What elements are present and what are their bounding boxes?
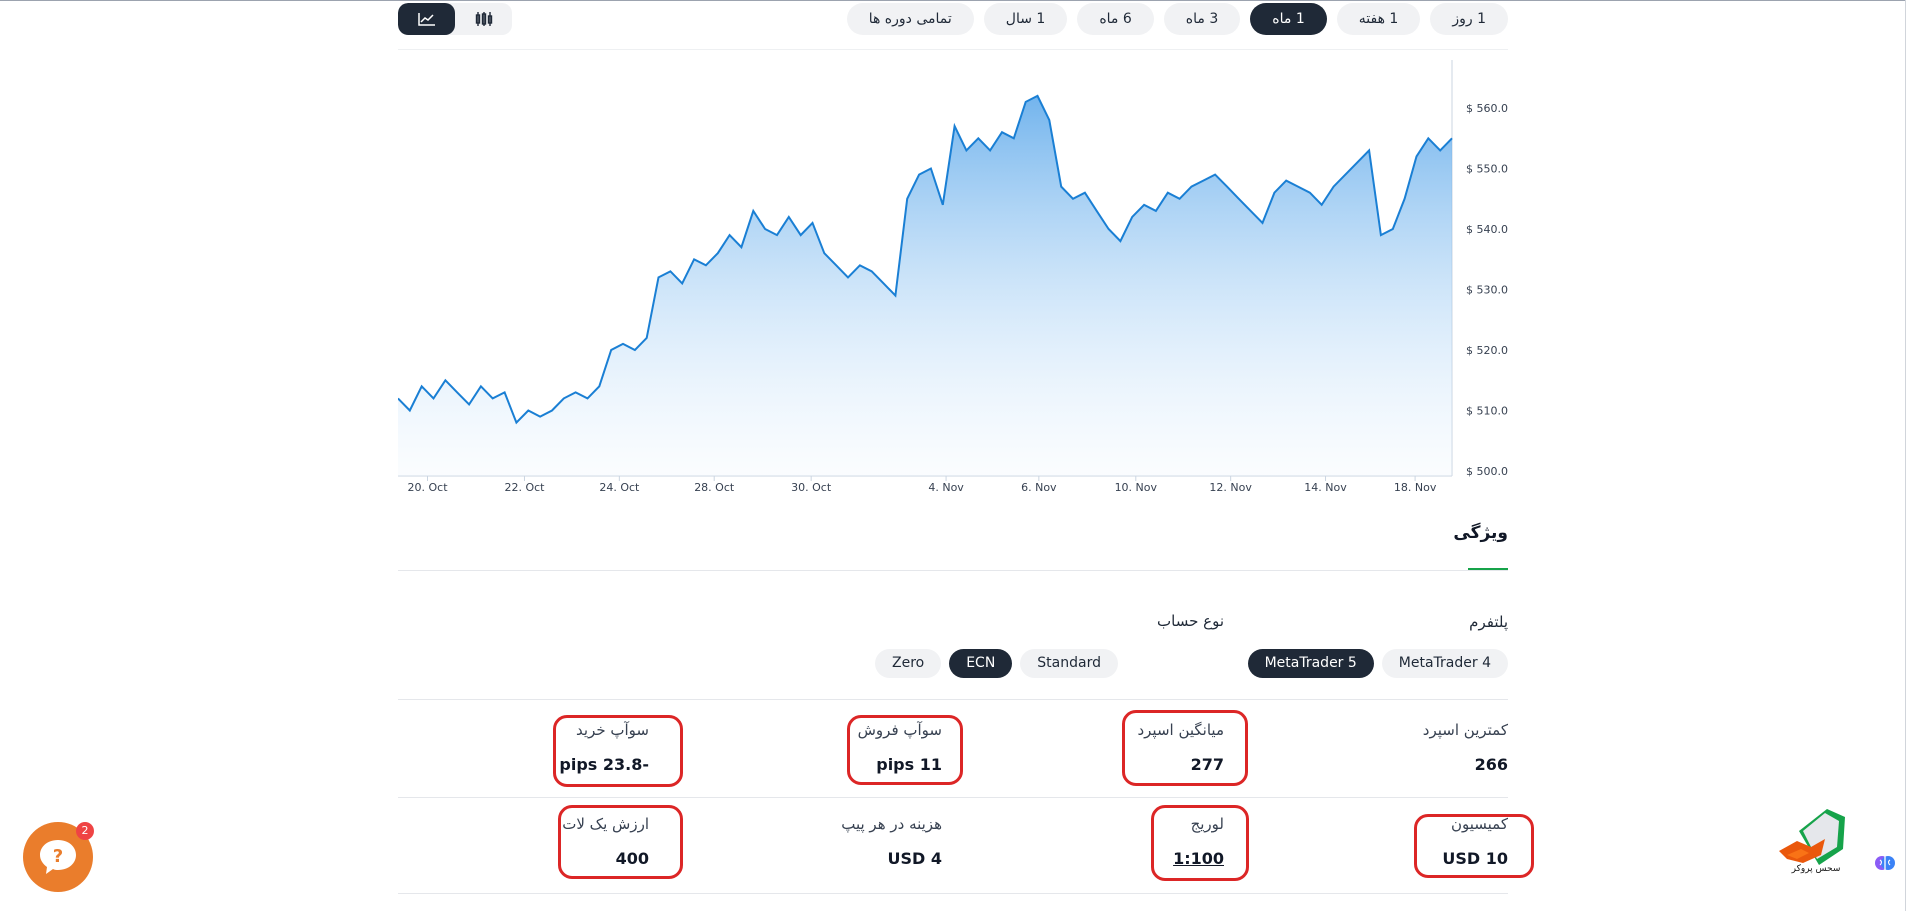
main-content: 1 روز 1 هفته 1 ماه 3 ماه 6 ماه 1 سال تما… xyxy=(398,0,1534,911)
highlight-lot-value xyxy=(558,805,683,879)
period-1y[interactable]: 1 سال xyxy=(983,3,1068,35)
row-divider xyxy=(398,797,1508,798)
spec-label: کمیسیون xyxy=(1450,815,1508,833)
svg-text:?: ? xyxy=(53,846,63,867)
account-standard[interactable]: Standard xyxy=(1020,649,1118,678)
spec-label: هزینه در هر پیپ xyxy=(841,815,942,833)
row-divider xyxy=(398,893,1508,894)
line-chart-icon[interactable] xyxy=(398,3,455,35)
spec-value: 400 xyxy=(615,849,649,868)
spec-value: 10 USD xyxy=(1442,849,1508,868)
spec-label: میانگین اسپرد xyxy=(1137,721,1224,739)
account-zero[interactable]: Zero xyxy=(874,649,942,678)
platform-mt5[interactable]: MetaTrader 5 xyxy=(1247,649,1374,678)
price-chart-svg: $ 500.00 $ 510.00 $ 520.00 $ 530.00 $ 540.00… xyxy=(398,60,1508,494)
highlight-avg-spread xyxy=(1122,710,1248,786)
price-line xyxy=(398,94,1453,425)
spec-label: کمترین اسپرد xyxy=(1422,721,1508,739)
platform-mt4[interactable]: MetaTrader 4 xyxy=(1381,649,1508,678)
spec-value: 266 xyxy=(1474,755,1508,774)
account-type-label: نوع حساب xyxy=(1157,612,1224,630)
support-chat-button[interactable]: ? xyxy=(23,822,93,892)
tabs-divider xyxy=(398,570,1508,571)
period-3m[interactable]: 3 ماه xyxy=(1163,3,1241,35)
account-ecn[interactable]: ECN xyxy=(949,649,1013,678)
y-tick-label: $ 550.00 xyxy=(1466,163,1508,176)
candlestick-icon[interactable] xyxy=(455,3,512,35)
x-tick-label: 24. Oct xyxy=(599,481,640,494)
spec-label: سوآپ فروش xyxy=(857,721,942,739)
period-1w[interactable]: 1 هفته xyxy=(1336,3,1421,35)
period-all[interactable]: تمامی دوره ها xyxy=(846,3,974,35)
x-tick-label: 22. Oct xyxy=(504,481,545,494)
leverage-link[interactable]: 1:100 xyxy=(1173,849,1224,868)
spec-label: ارزش یک لات xyxy=(562,815,649,833)
x-tick-label: 6. Nov xyxy=(1021,481,1057,494)
y-tick-label: $ 510.00 xyxy=(1466,405,1508,418)
x-tick-label: 28. Oct xyxy=(694,481,735,494)
period-6m[interactable]: 6 ماه xyxy=(1077,3,1154,35)
tab-features[interactable]: ویژگی xyxy=(1453,523,1508,543)
x-tick-label: 30. Oct xyxy=(791,481,832,494)
price-chart: $ 500.00 $ 510.00 $ 520.00 $ 530.00 $ 540.00… xyxy=(398,60,1508,500)
row-divider xyxy=(398,699,1508,700)
chat-help-icon: ? xyxy=(40,840,76,874)
chart-type-toggle xyxy=(398,3,512,35)
spec-value: -23.8 pips xyxy=(559,755,649,774)
x-tick-label: 20. Oct xyxy=(408,481,449,494)
spec-label: سوآپ خرید xyxy=(576,721,649,739)
window-top-border xyxy=(0,0,1906,1)
period-tabs: 1 روز 1 هفته 1 ماه 3 ماه 6 ماه 1 سال تما… xyxy=(846,3,1508,35)
highlight-commission xyxy=(1414,814,1534,878)
account-options: Standard ECN Zero xyxy=(874,649,1118,678)
x-tick-label: 10. Nov xyxy=(1115,481,1158,494)
chat-notification-badge: 2 xyxy=(76,822,94,840)
spec-value: 11 pips xyxy=(876,755,942,774)
x-tick-label: 18. Nov xyxy=(1394,481,1437,494)
y-tick-label: $ 530.00 xyxy=(1466,284,1508,297)
highlight-swap-sell xyxy=(847,715,963,785)
header-divider xyxy=(398,49,1508,50)
tab-features-underline xyxy=(1468,568,1508,571)
highlight-leverage xyxy=(1151,805,1249,881)
x-tick-label: 14. Nov xyxy=(1304,481,1347,494)
site-logo-text: سحس پروکر xyxy=(1791,864,1841,874)
price-area-fill xyxy=(398,95,1452,477)
spec-label: لوریج xyxy=(1190,815,1224,833)
y-tick-label: $ 500.00 xyxy=(1466,465,1508,478)
highlight-swap-buy xyxy=(553,715,683,787)
y-tick-label: $ 560.00 xyxy=(1466,102,1508,115)
platform-options: MetaTrader 4 MetaTrader 5 xyxy=(1247,649,1508,678)
spec-value: 277 xyxy=(1190,755,1224,774)
y-tick-label: $ 520.00 xyxy=(1466,344,1508,357)
spec-value: 4 USD xyxy=(887,849,942,868)
platform-label: پلتفرم xyxy=(1469,613,1508,631)
period-1d[interactable]: 1 روز xyxy=(1430,3,1508,35)
brain-extension-icon[interactable] xyxy=(1874,852,1896,874)
x-tick-label: 4. Nov xyxy=(928,481,964,494)
x-tick-label: 12. Nov xyxy=(1209,481,1252,494)
period-1m[interactable]: 1 ماه xyxy=(1250,3,1327,35)
y-tick-label: $ 540.00 xyxy=(1466,223,1508,236)
site-logo xyxy=(1779,809,1845,865)
